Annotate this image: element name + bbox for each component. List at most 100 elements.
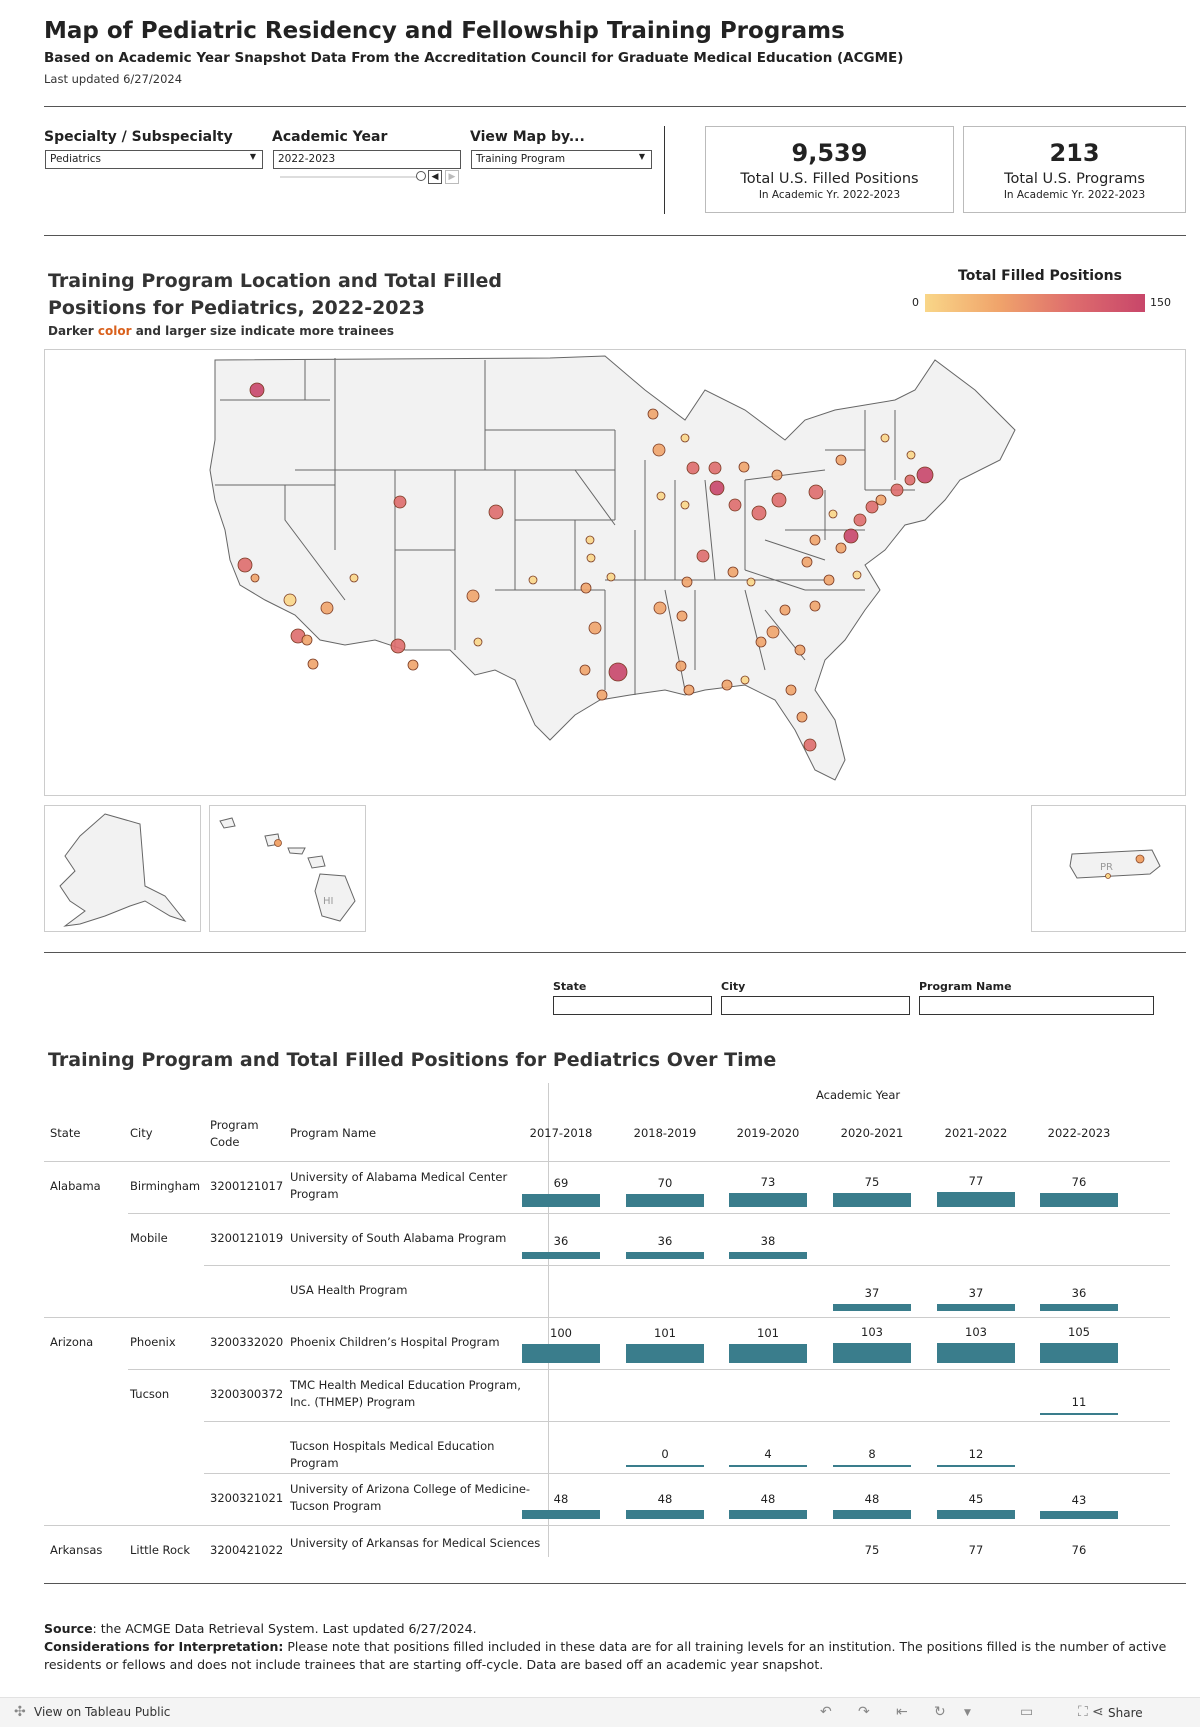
program-marker[interactable] bbox=[579, 664, 591, 676]
bar[interactable] bbox=[626, 1343, 704, 1363]
hawaii-inset[interactable]: HI bbox=[209, 805, 366, 932]
program-marker[interactable] bbox=[586, 553, 596, 563]
state-filter-input[interactable] bbox=[553, 996, 712, 1015]
bar[interactable] bbox=[626, 1252, 704, 1259]
refresh-icon[interactable]: ↻ bbox=[934, 1704, 946, 1720]
bar[interactable] bbox=[522, 1252, 600, 1259]
program-marker[interactable] bbox=[808, 484, 824, 500]
program-marker[interactable] bbox=[728, 498, 742, 512]
bar[interactable] bbox=[626, 1193, 704, 1207]
bar[interactable] bbox=[729, 1193, 807, 1207]
program-marker[interactable] bbox=[766, 625, 780, 639]
program-marker[interactable] bbox=[738, 461, 750, 473]
program-marker[interactable] bbox=[307, 658, 319, 670]
program-marker[interactable] bbox=[740, 675, 750, 685]
program-marker[interactable] bbox=[755, 636, 767, 648]
program-marker[interactable] bbox=[852, 570, 862, 580]
redo-icon[interactable]: ↷ bbox=[858, 1704, 870, 1720]
program-marker[interactable] bbox=[890, 483, 904, 497]
program-marker[interactable] bbox=[779, 604, 791, 616]
program-marker[interactable] bbox=[794, 644, 806, 656]
view-on-tableau-link[interactable]: View on Tableau Public bbox=[34, 1705, 171, 1719]
program-marker[interactable] bbox=[588, 621, 602, 635]
bar[interactable] bbox=[833, 1303, 911, 1311]
program-marker[interactable] bbox=[746, 577, 756, 587]
bar[interactable] bbox=[626, 1465, 704, 1467]
bar[interactable] bbox=[729, 1465, 807, 1467]
year-slider-handle[interactable] bbox=[416, 171, 426, 181]
program-marker[interactable] bbox=[580, 582, 592, 594]
program-marker[interactable] bbox=[835, 542, 847, 554]
bar[interactable] bbox=[833, 1343, 911, 1363]
bar[interactable] bbox=[1040, 1304, 1118, 1311]
program-marker[interactable] bbox=[696, 549, 710, 563]
program-marker[interactable] bbox=[473, 637, 483, 647]
program-marker[interactable] bbox=[349, 573, 359, 583]
specialty-select[interactable]: Pediatrics ▼ bbox=[45, 150, 263, 169]
bar[interactable] bbox=[1040, 1192, 1118, 1207]
bar[interactable] bbox=[522, 1193, 600, 1207]
program-marker[interactable] bbox=[683, 684, 695, 696]
revert-icon[interactable]: ⇤ bbox=[896, 1704, 908, 1720]
program-marker[interactable] bbox=[301, 634, 313, 646]
bar[interactable] bbox=[833, 1509, 911, 1519]
bar[interactable] bbox=[729, 1509, 807, 1519]
view-map-select[interactable]: Training Program ▼ bbox=[471, 150, 652, 169]
program-marker[interactable] bbox=[801, 556, 813, 568]
bar[interactable] bbox=[937, 1510, 1015, 1519]
fullscreen-icon[interactable]: ⛶ bbox=[1078, 1704, 1088, 1720]
year-input[interactable]: 2022-2023 bbox=[273, 150, 461, 169]
program-marker[interactable] bbox=[916, 466, 934, 484]
chevron-down-icon[interactable]: ▼ bbox=[964, 1708, 971, 1718]
comment-icon[interactable]: ▭ bbox=[1020, 1704, 1034, 1720]
program-marker[interactable] bbox=[865, 500, 879, 514]
next-year-button[interactable]: ▶ bbox=[445, 170, 459, 184]
program-marker[interactable] bbox=[676, 610, 688, 622]
program-marker[interactable] bbox=[809, 600, 821, 612]
program-marker[interactable] bbox=[652, 443, 666, 457]
program-marker[interactable] bbox=[880, 433, 890, 443]
share-button[interactable]: Share bbox=[1108, 1706, 1143, 1720]
program-marker[interactable] bbox=[528, 575, 538, 585]
program-marker[interactable] bbox=[653, 601, 667, 615]
program-marker[interactable] bbox=[466, 589, 480, 603]
program-marker[interactable] bbox=[686, 461, 700, 475]
program-marker[interactable] bbox=[680, 500, 690, 510]
program-marker[interactable] bbox=[656, 491, 666, 501]
bar[interactable] bbox=[729, 1343, 807, 1363]
program-marker[interactable] bbox=[727, 566, 739, 578]
undo-icon[interactable]: ↶ bbox=[820, 1704, 832, 1720]
program-marker[interactable] bbox=[904, 474, 916, 486]
share-icon[interactable]: ⋖ bbox=[1092, 1704, 1104, 1720]
program-marker[interactable] bbox=[803, 738, 817, 752]
program-marker[interactable] bbox=[828, 509, 838, 519]
program-marker[interactable] bbox=[647, 408, 659, 420]
program-marker[interactable] bbox=[681, 576, 693, 588]
bar[interactable] bbox=[1040, 1343, 1118, 1363]
program-marker[interactable] bbox=[407, 659, 419, 671]
prev-year-button[interactable]: ◀ bbox=[428, 170, 442, 184]
program-marker[interactable] bbox=[320, 601, 334, 615]
program-marker[interactable] bbox=[393, 495, 407, 509]
program-marker[interactable] bbox=[835, 454, 847, 466]
program-marker[interactable] bbox=[708, 461, 722, 475]
bar[interactable] bbox=[522, 1343, 600, 1363]
bar[interactable] bbox=[1040, 1412, 1118, 1415]
bar[interactable] bbox=[729, 1251, 807, 1259]
us-map[interactable] bbox=[44, 349, 1186, 796]
program-marker[interactable] bbox=[488, 504, 504, 520]
program-marker[interactable] bbox=[721, 679, 733, 691]
program-marker[interactable] bbox=[785, 684, 797, 696]
program-marker[interactable] bbox=[853, 513, 867, 527]
program-marker[interactable] bbox=[608, 662, 628, 682]
program-filter-input[interactable] bbox=[919, 996, 1154, 1015]
program-marker[interactable] bbox=[606, 572, 616, 582]
bar[interactable] bbox=[833, 1192, 911, 1207]
program-marker[interactable] bbox=[823, 574, 835, 586]
bar[interactable] bbox=[833, 1465, 911, 1467]
program-marker[interactable] bbox=[250, 573, 260, 583]
bar[interactable] bbox=[937, 1464, 1015, 1467]
program-marker[interactable] bbox=[771, 492, 787, 508]
bar[interactable] bbox=[522, 1509, 600, 1519]
program-marker[interactable] bbox=[751, 505, 767, 521]
